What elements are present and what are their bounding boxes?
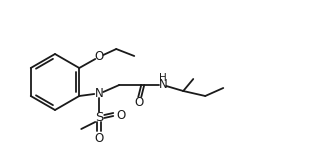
Text: O: O (94, 51, 104, 63)
Text: H: H (159, 73, 167, 83)
Text: S: S (95, 111, 103, 123)
Text: N: N (95, 86, 104, 100)
Text: O: O (94, 132, 104, 144)
Text: N: N (159, 78, 167, 91)
Text: O: O (117, 109, 126, 122)
Text: O: O (135, 95, 144, 109)
